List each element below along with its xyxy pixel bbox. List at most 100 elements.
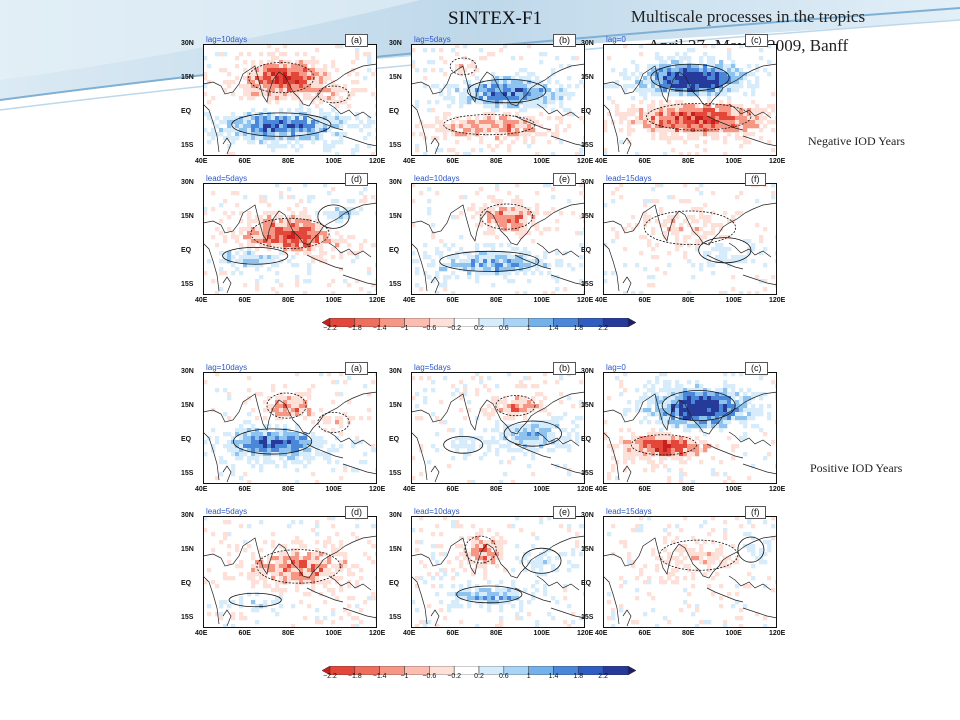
latitude-tick-label: 15N xyxy=(181,73,194,81)
positive-iod-label: Positive IOD Years xyxy=(810,461,903,475)
contour-line xyxy=(228,592,282,608)
panel-letter: (c) xyxy=(745,34,768,47)
panel-letter: (b) xyxy=(553,362,576,375)
contour-line xyxy=(248,62,315,94)
map-panel xyxy=(203,372,377,484)
longitude-tick-label: 100E xyxy=(533,297,550,304)
latitude-tick-label: 30N xyxy=(581,40,594,47)
colorbar-tick-labels: −2.2 −1.8 −1.4 −1 −0.6 −0.2 0.2 0.6 1 1.4 1.8 2.2 xyxy=(322,325,636,335)
coastline xyxy=(203,535,377,627)
contour-line xyxy=(661,390,736,422)
latitude-tick-label: 15N xyxy=(581,545,594,553)
latitude-tick-label: 15S xyxy=(581,280,594,288)
map-frame xyxy=(603,516,777,628)
latitude-tick-label: EQ xyxy=(181,435,192,443)
panel-lag-label: lag=10days xyxy=(206,363,248,372)
panel-lag-label: lead=10days xyxy=(414,507,460,516)
longitude-tick-label: 100E xyxy=(325,630,342,637)
latitude-tick-label: 30N xyxy=(181,368,194,375)
longitude-tick-label: 100E xyxy=(725,486,742,493)
panel-letter: (e) xyxy=(553,173,576,186)
longitude-tick-label: 80E xyxy=(682,297,695,304)
latitude-tick-label: 15S xyxy=(581,141,594,149)
latitude-tick-label: 15N xyxy=(181,212,194,220)
contour-line xyxy=(256,549,341,584)
longitude-tick-label: 120E xyxy=(369,158,386,165)
anomaly-field xyxy=(603,372,777,484)
coastline xyxy=(603,535,777,627)
anomaly-field xyxy=(607,516,777,628)
contour-line xyxy=(480,203,534,230)
latitude-tick-label: 15S xyxy=(181,469,194,477)
colorbar-tick-label: −1.8 xyxy=(347,673,362,680)
map-panel xyxy=(603,44,777,156)
contour-line xyxy=(317,411,350,433)
longitude-tick-label: 40E xyxy=(195,486,208,493)
contour-line xyxy=(521,547,562,574)
longitude-tick-label: 40E xyxy=(403,486,416,493)
latitude-tick-label: 15N xyxy=(389,73,402,81)
latitude-tick-label: 15S xyxy=(581,613,594,621)
latitude-tick-label: EQ xyxy=(389,107,400,115)
longitude-tick-label: 80E xyxy=(682,158,695,165)
colorbar-tick-label: −0.6 xyxy=(422,325,437,332)
colorbar-tick-label: −2.2 xyxy=(323,325,337,332)
latitude-tick-label: 30N xyxy=(181,512,194,519)
latitude-tick-label: 30N xyxy=(389,179,402,186)
panel-lag-label: lag=5days xyxy=(414,35,451,44)
anomaly-map xyxy=(603,372,777,484)
conference-name: Multiscale processes in the tropics xyxy=(630,7,866,26)
map-panel xyxy=(603,516,777,628)
longitude-tick-label: 80E xyxy=(282,158,295,165)
colorbar-tick-label: 1 xyxy=(526,325,531,332)
coastline xyxy=(203,202,377,294)
panel-lag-label: lag=0 xyxy=(606,363,626,372)
coastline xyxy=(603,391,777,483)
longitude-tick-label: 60E xyxy=(446,297,459,304)
anomaly-field xyxy=(411,44,585,156)
latitude-tick-label: 15N xyxy=(389,545,402,553)
panel-lag-label: lead=5days xyxy=(206,507,248,516)
latitude-tick-label: 15S xyxy=(181,613,194,621)
contour-line xyxy=(250,217,330,249)
colorbar-tick-label: 1.8 xyxy=(573,325,584,332)
panel-letter: (a) xyxy=(345,362,368,375)
longitude-tick-label: 60E xyxy=(638,297,651,304)
longitude-tick-label: 60E xyxy=(446,486,459,493)
map-frame xyxy=(203,44,377,156)
map-frame xyxy=(203,516,377,628)
longitude-tick-label: 60E xyxy=(238,630,251,637)
anomaly-map xyxy=(203,516,377,628)
contour-line xyxy=(467,78,547,104)
coastline xyxy=(411,391,585,483)
anomaly-field xyxy=(411,516,585,628)
contour-line xyxy=(317,204,350,229)
latitude-tick-label: 15S xyxy=(389,141,402,149)
longitude-tick-label: 100E xyxy=(533,486,550,493)
contour-line xyxy=(439,250,540,272)
contour-line xyxy=(643,210,737,245)
latitude-tick-label: 15N xyxy=(389,212,402,220)
longitude-tick-label: 100E xyxy=(325,486,342,493)
colorbar-tick-label: 2.2 xyxy=(598,673,609,680)
map-frame xyxy=(411,44,585,156)
longitude-tick-label: 120E xyxy=(577,630,594,637)
coastline xyxy=(203,391,377,483)
latitude-tick-label: 15N xyxy=(181,545,194,553)
coastline xyxy=(411,535,585,627)
latitude-tick-label: EQ xyxy=(581,435,592,443)
panel-letter: (d) xyxy=(345,173,368,186)
colorbar-segment xyxy=(627,317,637,328)
contour-line xyxy=(222,247,289,265)
latitude-tick-label: 15S xyxy=(389,280,402,288)
longitude-tick-label: 40E xyxy=(195,297,208,304)
latitude-tick-label: 15N xyxy=(581,73,594,81)
longitude-tick-label: 60E xyxy=(638,486,651,493)
longitude-tick-label: 100E xyxy=(533,158,550,165)
colorbar-tick-label: 1.4 xyxy=(548,325,559,332)
colorbar-segment xyxy=(627,665,637,676)
longitude-tick-label: 80E xyxy=(282,486,295,493)
panel-lag-label: lag=5days xyxy=(414,363,451,372)
negative-iod-label: Negative IOD Years xyxy=(808,134,905,148)
latitude-tick-label: 15S xyxy=(181,141,194,149)
